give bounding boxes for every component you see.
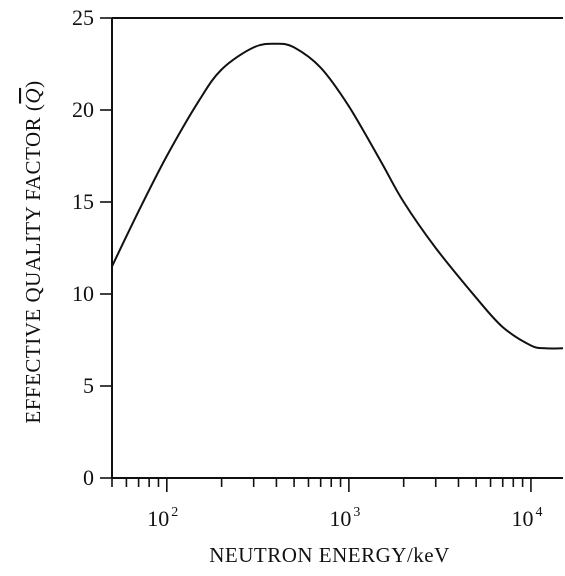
- y-tick-label: 10: [72, 281, 94, 306]
- series-layer: [111, 42, 564, 350]
- axes: [111, 17, 563, 479]
- x-axis-title: NEUTRON ENERGY/keV: [209, 543, 450, 567]
- x-tick-label: 10 4: [511, 505, 542, 531]
- x-tick-label-exponent: 3: [353, 505, 360, 520]
- series-line: [111, 42, 564, 350]
- x-tick-label: 10 2: [147, 505, 178, 531]
- x-tick-label: 10 3: [329, 505, 360, 531]
- y-axis-title-suffix: ): [21, 80, 45, 88]
- y-axis-title-symbol: Q: [21, 88, 45, 104]
- x-tick-label-exponent: 2: [171, 505, 178, 520]
- y-tick-label: 15: [72, 189, 94, 214]
- y-axis-title: EFFECTIVE QUALITY FACTOR (Q): [21, 80, 45, 423]
- x-tick-label-base: 10: [511, 506, 533, 531]
- y-tick-label: 20: [72, 97, 94, 122]
- x-tick-label-base: 10: [329, 506, 351, 531]
- ticks: [100, 17, 532, 492]
- y-tick-label: 5: [83, 373, 94, 398]
- y-tick-label: 25: [72, 5, 94, 30]
- y-axis-title-prefix: EFFECTIVE QUALITY FACTOR (: [21, 104, 45, 424]
- y-tick-label: 0: [83, 465, 94, 490]
- x-tick-label-exponent: 4: [535, 505, 542, 520]
- x-tick-label-base: 10: [147, 506, 169, 531]
